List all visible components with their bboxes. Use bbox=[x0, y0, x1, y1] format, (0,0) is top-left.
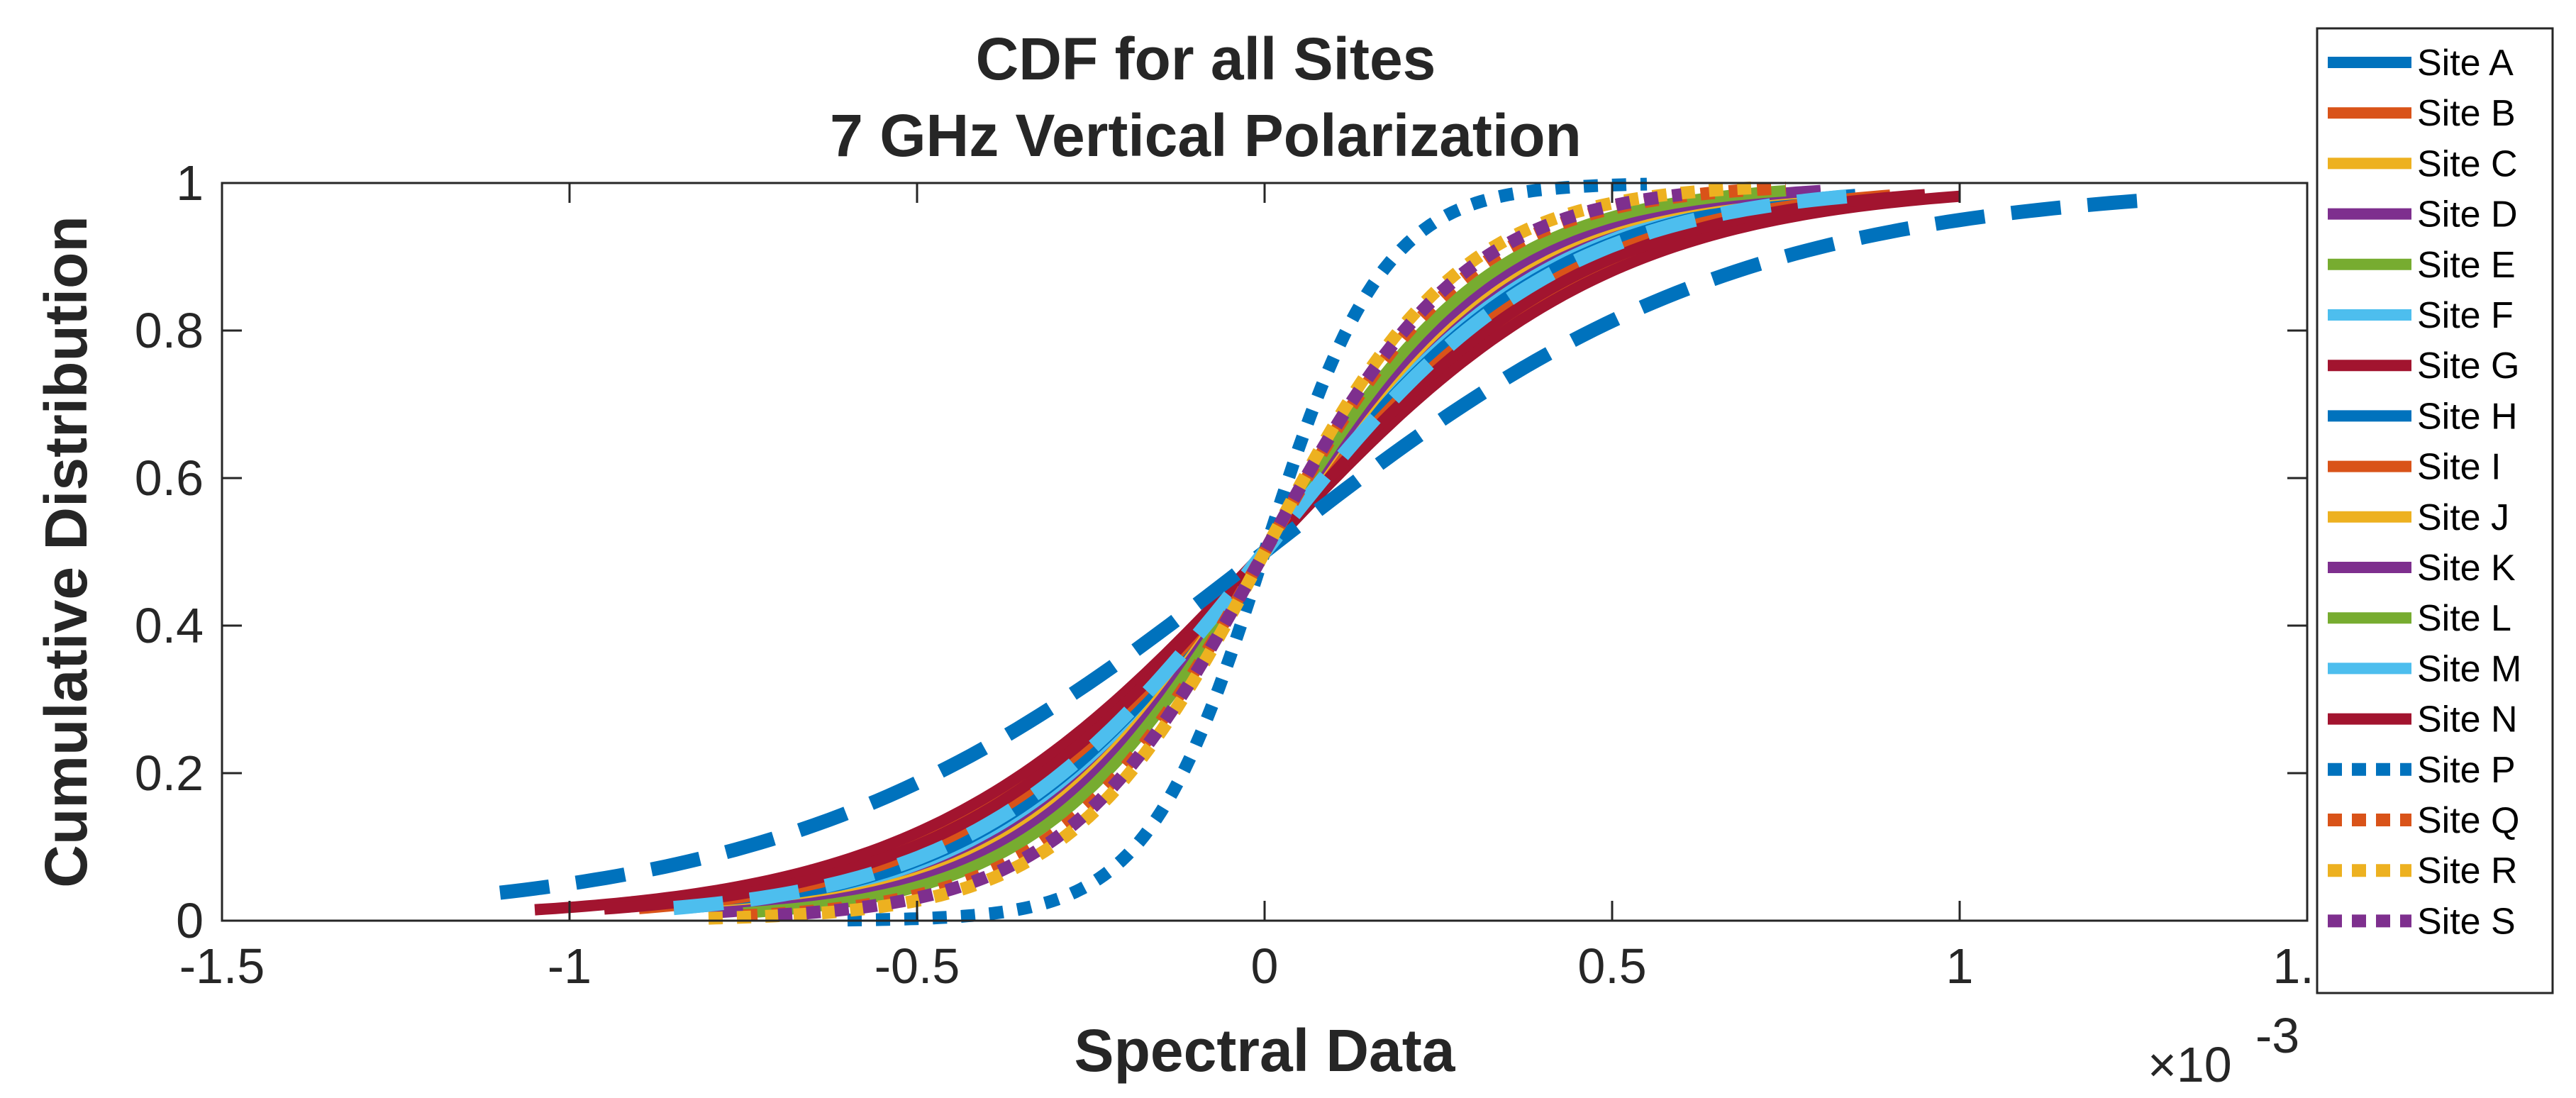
legend-label: Site J bbox=[2417, 497, 2509, 538]
legend-label: Site E bbox=[2417, 245, 2516, 286]
legend-label: Site B bbox=[2417, 93, 2516, 134]
y-tick-label: 1 bbox=[176, 155, 204, 211]
y-axis: 0 0.2 0.4 0.6 0.8 1 bbox=[135, 155, 2307, 948]
x-tick-label: 1 bbox=[1946, 938, 1974, 994]
legend-label: Site S bbox=[2417, 901, 2516, 942]
legend-label: Site H bbox=[2417, 396, 2518, 437]
legend-box bbox=[2316, 27, 2554, 994]
x-tick-label: 0 bbox=[1251, 938, 1279, 994]
plot-area bbox=[499, 177, 2148, 927]
y-tick-label: 0.2 bbox=[135, 745, 204, 801]
y-tick-label: 0 bbox=[176, 893, 204, 948]
x-tick-label: -1.5 bbox=[179, 938, 265, 994]
legend-label: Site M bbox=[2417, 648, 2521, 689]
legend-label: Site F bbox=[2417, 295, 2514, 336]
x-axis: -1.5 -1 -0.5 0 0.5 1 1.5 bbox=[179, 183, 2342, 994]
legend-label: Site C bbox=[2417, 143, 2518, 184]
legend-label: Site A bbox=[2417, 43, 2514, 84]
y-axis-label: Cumulative Distribution bbox=[33, 216, 99, 887]
legend-label: Site G bbox=[2417, 345, 2520, 387]
x-tick-label: -0.5 bbox=[875, 938, 960, 994]
legend-label: Site L bbox=[2417, 598, 2511, 639]
legend-label: Site Q bbox=[2417, 800, 2520, 841]
x-tick-label: 0.5 bbox=[1577, 938, 1646, 994]
y-tick-label: 0.6 bbox=[135, 450, 204, 506]
legend-label: Site N bbox=[2417, 699, 2518, 741]
x-tick-label: -1 bbox=[548, 938, 592, 994]
x-exponent-base: ×10 bbox=[2148, 1037, 2232, 1092]
series-line-site-p bbox=[847, 177, 1648, 927]
legend: Site A Site B Site C Site D Site E Site F Site… bbox=[2316, 27, 2554, 994]
legend-label: Site D bbox=[2417, 194, 2518, 235]
x-axis-label: Spectral Data bbox=[1075, 1017, 1456, 1084]
chart-title-line-1: CDF for all Sites bbox=[976, 26, 1436, 92]
chart-title-line-2: 7 GHz Vertical Polarization bbox=[830, 102, 1582, 169]
legend-label: Site K bbox=[2417, 548, 2516, 589]
x-exponent-power: -3 bbox=[2255, 1008, 2299, 1063]
series-line-site-a bbox=[499, 193, 2148, 900]
y-tick-label: 0.4 bbox=[135, 598, 204, 653]
series-line-site-s bbox=[777, 188, 1683, 921]
legend-label: Site I bbox=[2417, 447, 2502, 488]
legend-label: Site R bbox=[2417, 850, 2518, 892]
legend-label: Site P bbox=[2417, 750, 2516, 791]
series-line-site-r bbox=[708, 182, 1752, 925]
x-axis-exponent: ×10 -3 bbox=[2148, 1008, 2299, 1092]
y-tick-label: 0.8 bbox=[135, 303, 204, 358]
series-line-site-g bbox=[534, 190, 1960, 916]
